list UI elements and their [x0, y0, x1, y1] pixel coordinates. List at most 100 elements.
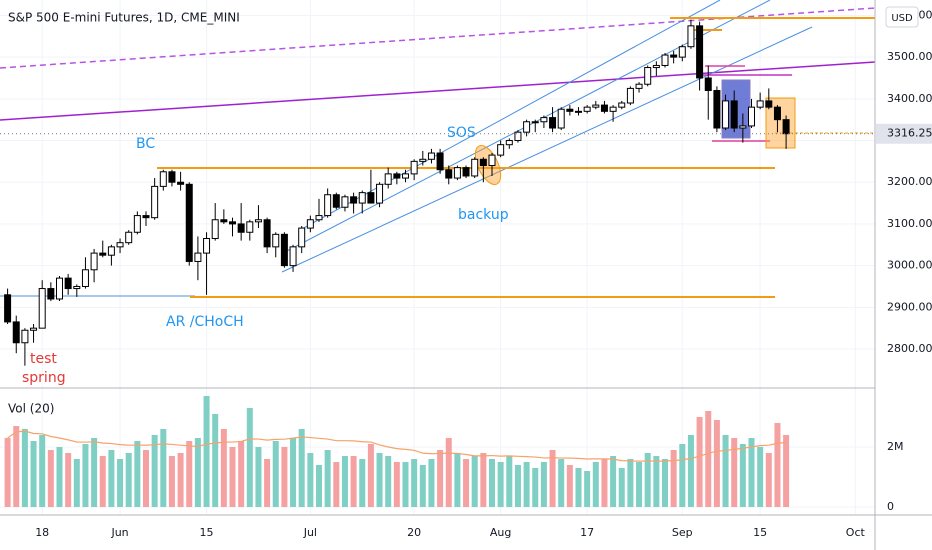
candle-body	[756, 100, 764, 108]
volume-bar	[99, 456, 106, 507]
y-tick-label: 3100.00	[887, 217, 932, 230]
volume-bar	[402, 462, 409, 507]
candle-body	[116, 242, 124, 248]
volume-bar	[765, 453, 772, 507]
volume-bar	[540, 462, 547, 507]
candle-body	[220, 219, 228, 223]
candle-body	[272, 233, 280, 248]
candle-body	[462, 167, 470, 177]
candle-body	[739, 125, 747, 129]
candle-body	[497, 144, 505, 156]
volume-bar	[739, 444, 746, 507]
volume-bar	[350, 456, 357, 507]
x-tick-label: 15	[200, 526, 214, 539]
candle-body	[618, 102, 626, 108]
volume-bar	[558, 459, 565, 507]
volume-bar	[566, 465, 573, 507]
volume-bar	[670, 450, 677, 507]
volume-bar	[160, 429, 167, 507]
x-tick-label: Jun	[110, 526, 128, 539]
candle-body	[436, 152, 444, 171]
candle-body	[445, 169, 453, 179]
annotation: SOS	[447, 125, 476, 141]
candle-body	[254, 219, 262, 223]
x-tick-label: Jul	[303, 526, 317, 539]
volume-bar	[748, 438, 755, 507]
highlight-box	[765, 97, 796, 149]
volume-bar	[687, 435, 694, 507]
candle-body	[427, 152, 435, 160]
candle-body	[678, 46, 686, 58]
candle-body	[73, 285, 81, 290]
candle-body	[540, 117, 548, 123]
volume-bar	[30, 441, 37, 507]
candle-body	[696, 25, 704, 79]
candle-body	[471, 158, 479, 177]
channel-line	[281, 26, 813, 273]
candle-body	[367, 192, 375, 204]
volume-bar	[65, 453, 72, 507]
volume-bar	[108, 450, 115, 507]
volume-bar	[13, 426, 20, 507]
volume-bar	[532, 468, 539, 507]
volume-bar	[523, 462, 530, 507]
volume-bar	[471, 456, 478, 507]
candle-body	[142, 215, 150, 219]
annotation: AR /CHoCH	[166, 314, 244, 330]
volume-bar	[679, 444, 686, 507]
candle-body	[687, 25, 695, 48]
volume-bar	[705, 411, 712, 507]
candle-body	[237, 223, 245, 233]
volume-bar	[514, 465, 521, 507]
volume-bar	[194, 438, 201, 507]
candle-body	[203, 238, 211, 254]
y-tick-label: 2900.00	[887, 300, 932, 313]
x-tick-label: Oct	[846, 526, 866, 539]
volume-bar	[774, 423, 781, 507]
highlight-ellipse	[474, 145, 502, 185]
candle-body	[229, 221, 236, 225]
channel-line	[299, 0, 721, 231]
price-marks	[0, 19, 875, 507]
candle-body	[600, 104, 608, 112]
candle-body	[704, 77, 712, 91]
volume-bar	[91, 438, 98, 507]
volume-bar	[117, 459, 124, 507]
volume-bar	[238, 441, 245, 507]
volume-bar	[653, 456, 660, 507]
candle-body	[151, 185, 159, 219]
volume-bar	[575, 468, 582, 507]
x-tick-label: 15	[753, 526, 767, 539]
candle-body	[419, 158, 427, 162]
volume-bar	[497, 462, 504, 507]
candle-body	[566, 108, 574, 112]
candle-body	[773, 106, 781, 121]
y-tick-label: 2800.00	[887, 342, 932, 355]
volume-bar	[445, 438, 452, 507]
x-tick-label: 17	[580, 526, 594, 539]
candle-body	[99, 252, 107, 256]
volume-bar	[696, 417, 703, 507]
candle-body	[107, 246, 115, 256]
volume-bar	[82, 444, 89, 507]
volume-bar	[203, 396, 210, 507]
candle-body	[324, 194, 332, 217]
candle-body	[523, 121, 531, 133]
volume-bar	[627, 459, 634, 507]
candle-body	[644, 67, 652, 85]
currency-badge	[885, 6, 919, 28]
candle-body	[730, 100, 738, 129]
volume-bar	[480, 453, 487, 507]
trend-line	[0, 61, 876, 121]
candle-body	[289, 246, 297, 267]
volume-bar	[264, 459, 271, 507]
candle-body	[583, 106, 591, 112]
volume-bar	[4, 438, 11, 507]
candle-body	[453, 167, 461, 179]
volume-bar	[601, 459, 608, 507]
volume-bar	[359, 459, 366, 507]
candle-body	[549, 117, 557, 129]
volume-bar	[56, 447, 63, 507]
x-tick-label: 20	[407, 526, 421, 539]
